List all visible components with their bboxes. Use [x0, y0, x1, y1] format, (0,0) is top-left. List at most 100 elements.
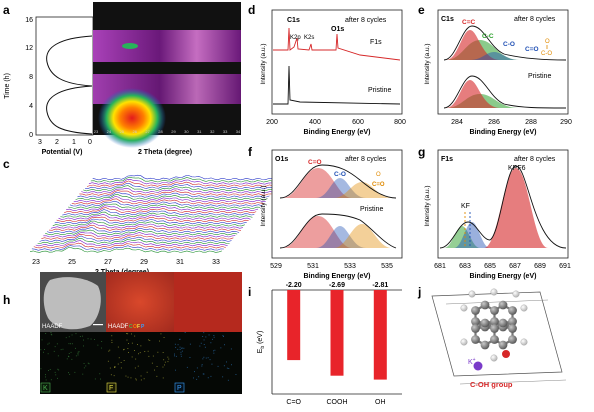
panel-d-xticks: 200 400 600 800: [266, 119, 406, 126]
map-speckle: [226, 367, 228, 369]
map-speckle: [201, 364, 203, 366]
waterfall-trace: [52, 220, 245, 227]
map-speckle: [180, 353, 182, 355]
map-speckle: [47, 343, 49, 345]
waterfall-trace: [92, 174, 285, 181]
map-speckle: [87, 338, 89, 340]
map-speckle: [196, 378, 198, 380]
map-speckle: [140, 345, 142, 347]
panel-b-xtick: 33: [223, 129, 228, 134]
map-speckle: [163, 337, 165, 338]
label-f: F: [109, 385, 113, 392]
carbon-atom: [498, 340, 508, 350]
map-speckle: [57, 355, 59, 357]
core-level-label-o1s: O1s: [275, 156, 288, 163]
bar-category-label: C=O: [286, 399, 301, 406]
map-speckle: [202, 336, 204, 337]
core-level-label-f1s: F1s: [441, 156, 453, 163]
map-speckle: [40, 349, 42, 351]
map-speckle: [194, 371, 195, 373]
overlay-map: [106, 272, 174, 332]
fit-c-eq-o-lower: [282, 216, 352, 248]
waterfall-trace: [60, 211, 253, 218]
c1s-fit-lower: [443, 75, 567, 109]
map-speckle: [68, 356, 70, 358]
fit-c-eq-c-lower: [446, 80, 500, 108]
hydrogen-atom: [460, 338, 468, 346]
map-speckle: [70, 351, 72, 353]
legend-after-8-cycles-f: after 8 cycles: [345, 156, 387, 163]
map-speckle: [126, 339, 128, 341]
panel-g-xtick: 683: [459, 263, 471, 270]
waterfall-trace: [67, 203, 261, 209]
map-speckle: [108, 350, 110, 352]
panel-a-xlabel: Potential (V): [42, 149, 83, 156]
map-speckle: [111, 339, 113, 341]
panel-b-xtick: 28: [158, 129, 163, 134]
map-speckle: [203, 339, 205, 341]
panel-b-xtick: 29: [171, 129, 176, 134]
map-speckle: [68, 336, 70, 338]
map-speckle: [207, 357, 209, 359]
panel-letter-d: d: [248, 3, 255, 17]
map-speckle: [143, 378, 145, 380]
waterfall-trace: [39, 235, 232, 242]
map-speckle: [205, 336, 207, 338]
map-speckle: [51, 334, 53, 336]
fit-c-eq-o-upper: [282, 168, 352, 198]
panel-e: e C1s after 8 cycles Pristine C=C C-C C-…: [418, 3, 572, 136]
map-speckle: [118, 357, 120, 359]
map-speckle: [203, 344, 205, 345]
map-speckle: [159, 340, 160, 342]
contour-band-upper: [93, 30, 241, 62]
map-speckle: [101, 347, 102, 349]
waterfall-trace: [88, 178, 282, 185]
map-speckle: [184, 332, 186, 333]
panel-i-ylabel: Eb (eV): [257, 331, 266, 354]
map-speckle: [82, 373, 84, 375]
panel-letter-h: h: [3, 293, 10, 307]
bar-category-label: COOH: [327, 399, 348, 406]
map-speckle: [202, 358, 204, 360]
unit-cell-box: [431, 291, 563, 377]
map-speckle: [58, 369, 60, 371]
map-speckle: [130, 377, 132, 379]
map-speckle: [114, 367, 115, 368]
label-p: P: [177, 385, 182, 392]
map-speckle: [109, 349, 111, 351]
map-speckle: [168, 358, 170, 360]
carbon-atom: [490, 324, 499, 333]
map-speckle: [126, 333, 128, 334]
map-speckle: [50, 332, 52, 333]
waterfall-trace: [64, 207, 257, 214]
map-speckle: [109, 367, 111, 369]
carbon-atom: [480, 340, 490, 350]
panel-b-xtick: 24: [107, 129, 112, 134]
map-speckle: [180, 355, 182, 357]
overlay-tag-c: C: [129, 324, 133, 330]
map-speckle: [209, 359, 211, 361]
map-speckle: [186, 366, 188, 368]
panel-letter-g: g: [418, 145, 425, 159]
panel-g-xtick: 681: [434, 263, 446, 270]
map-speckle: [148, 355, 150, 357]
map-speckle: [66, 358, 68, 360]
map-speckle: [94, 378, 96, 380]
panel-g-xtick: 685: [484, 263, 496, 270]
map-speckle: [68, 355, 69, 357]
map-speckle: [154, 369, 155, 371]
tag-k-box: [40, 382, 51, 393]
element-map-p: [174, 332, 242, 394]
panel-b-xtick: 23: [94, 129, 99, 134]
map-speckle: [134, 350, 135, 351]
map-speckle: [120, 367, 122, 369]
panel-b-xtick: 34: [236, 129, 241, 134]
map-speckle: [200, 342, 202, 344]
map-speckle: [41, 339, 43, 341]
map-speckle: [203, 356, 205, 358]
map-speckle: [135, 358, 137, 360]
map-speckle: [128, 352, 129, 353]
map-speckle: [113, 375, 115, 377]
map-speckle: [75, 347, 76, 349]
